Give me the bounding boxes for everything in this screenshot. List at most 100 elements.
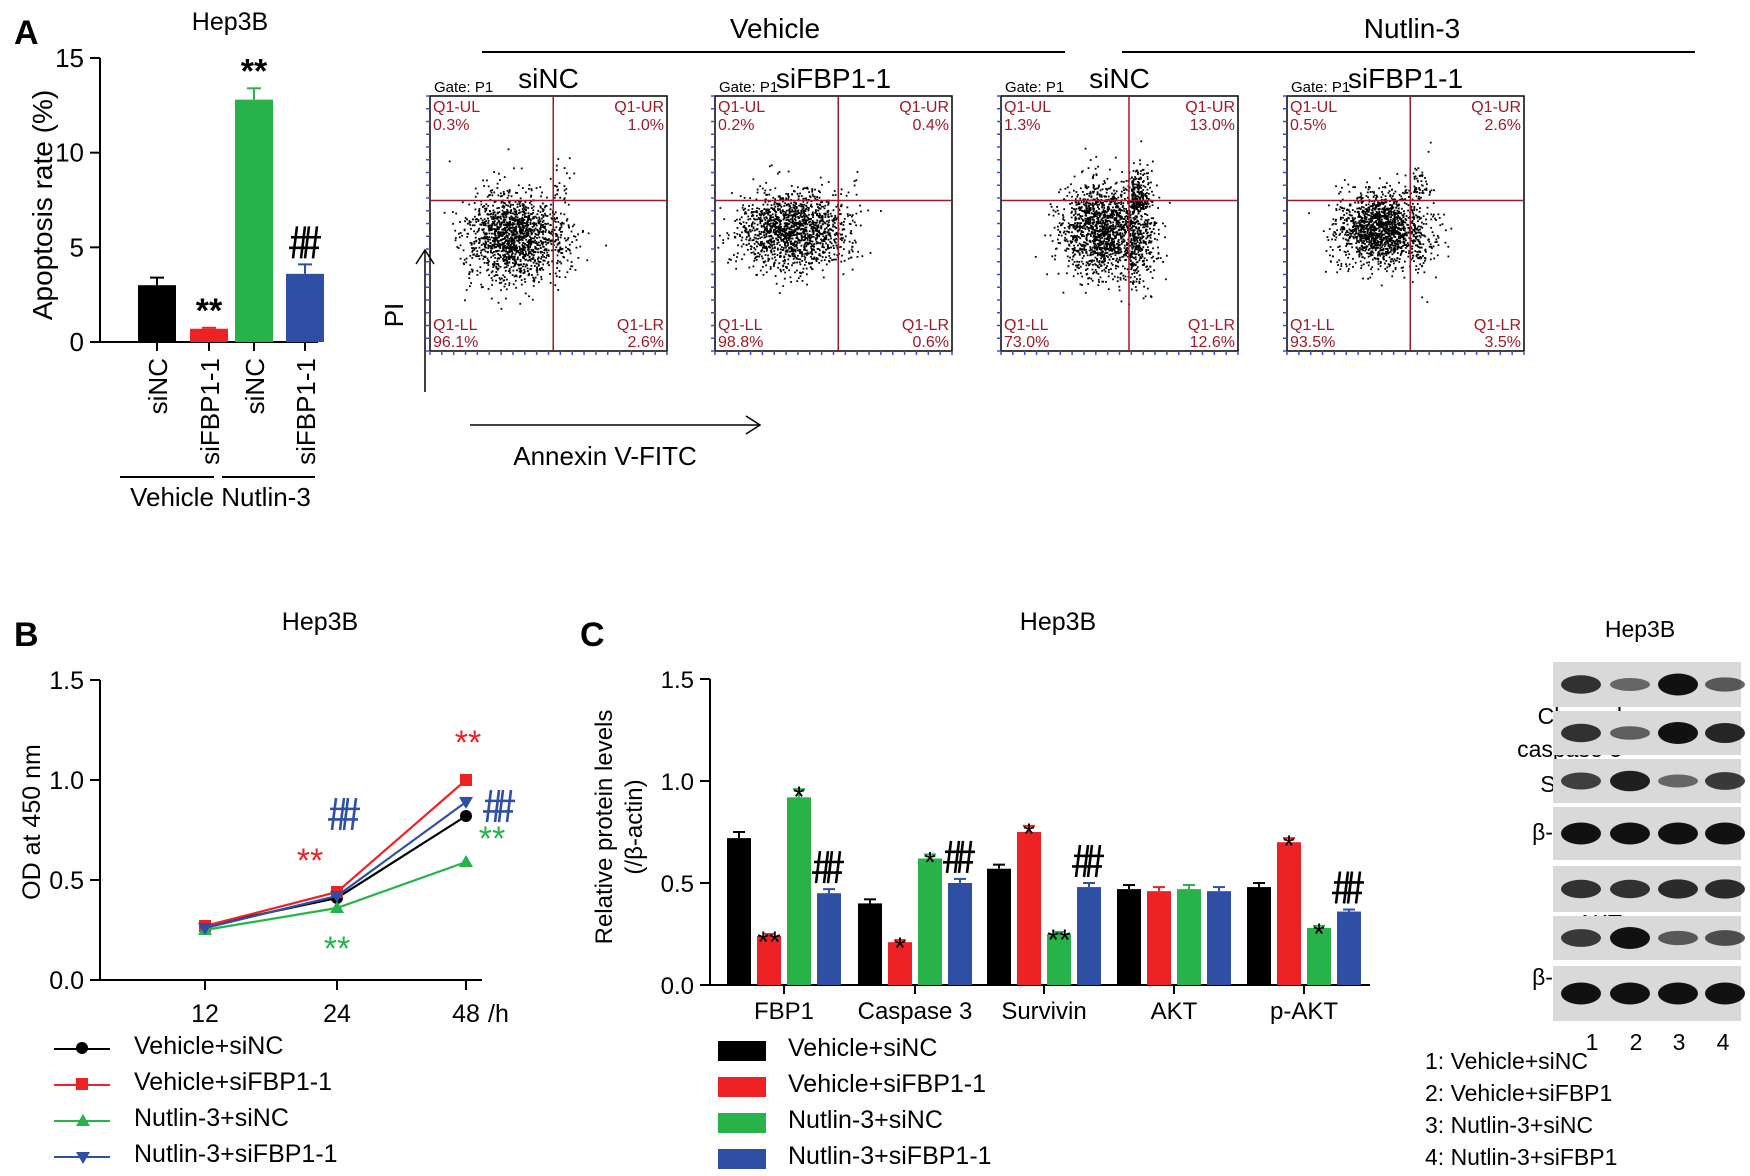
flow-dot	[1093, 228, 1096, 231]
flow-dot	[780, 234, 783, 237]
flow-dot	[533, 279, 536, 282]
flow-dot	[849, 214, 851, 216]
flow-dot	[527, 239, 530, 242]
flow-dot	[490, 215, 492, 218]
flow-dot	[803, 217, 806, 220]
flow-dot	[491, 270, 494, 273]
flow-dot	[1100, 248, 1102, 251]
flow-dot	[503, 242, 506, 245]
flow-dot	[785, 237, 788, 240]
flow-dot	[765, 217, 768, 219]
flow-dot	[532, 256, 535, 259]
flow-dot	[815, 234, 818, 237]
flow-dot	[488, 224, 491, 227]
flow-dot	[1118, 225, 1121, 228]
flow-dot	[738, 222, 741, 225]
flow-dot	[1090, 277, 1093, 280]
flow-dot	[820, 239, 823, 241]
flow-dot	[573, 223, 576, 226]
flow-dot	[1113, 217, 1116, 220]
flow-dot	[823, 207, 826, 210]
flow-dot	[539, 261, 542, 263]
flow-dot	[1091, 221, 1094, 224]
flow-dot	[536, 271, 539, 274]
flow-dot	[495, 279, 497, 282]
flow-dot	[503, 211, 506, 213]
flow-dot	[811, 253, 814, 256]
flow-dot	[506, 240, 508, 242]
flow-dot	[1081, 227, 1084, 230]
flow-dot	[1123, 192, 1126, 195]
flow-dot	[1093, 245, 1096, 247]
flow-dot	[1133, 198, 1136, 200]
flow-dot	[489, 189, 492, 192]
flow-dot	[850, 230, 853, 232]
flow-dot	[487, 222, 490, 224]
flow-dot	[756, 207, 758, 210]
flow-dot	[778, 220, 781, 223]
flow-dot	[753, 247, 756, 249]
flow-dot	[509, 217, 511, 220]
flow-dot	[511, 231, 514, 234]
flow-dot	[803, 228, 806, 231]
flow-dot	[508, 270, 511, 272]
flow-dot	[767, 213, 770, 216]
flow-dot	[823, 236, 826, 239]
flow-dot	[1136, 173, 1139, 176]
flow-dot	[573, 172, 576, 175]
flow-dot	[529, 245, 532, 248]
flow-dot	[1114, 225, 1117, 227]
flow-dot	[792, 257, 795, 260]
flow-dot	[767, 223, 769, 226]
flow-dot	[1125, 215, 1128, 217]
flow-dot	[506, 235, 509, 238]
flow-dot	[1113, 196, 1115, 198]
flow-dot	[765, 222, 767, 225]
flow-dot	[1141, 169, 1144, 171]
flow-dot	[793, 242, 796, 245]
flow-dot	[526, 229, 529, 232]
flow-dot	[569, 249, 571, 252]
flow-dot	[511, 245, 513, 248]
flow-dot	[1089, 263, 1092, 265]
flow-dot	[471, 247, 473, 249]
flow-dot	[1143, 208, 1145, 210]
flow-dot	[539, 227, 542, 229]
flow-dot	[549, 282, 552, 284]
flow-dot	[788, 212, 791, 214]
flow-dot	[484, 210, 487, 213]
flow-dot	[784, 211, 787, 214]
flow-dot	[806, 283, 808, 286]
flow-dot	[525, 224, 527, 227]
flow-dot	[843, 220, 845, 223]
flow-dot	[502, 215, 505, 218]
flow-dot	[1114, 250, 1117, 253]
flow-dot	[487, 264, 490, 267]
flow-dot	[541, 267, 543, 269]
flow-dot	[840, 203, 843, 206]
flow-dot	[816, 203, 819, 206]
flow-dot	[474, 187, 477, 190]
flow-dot	[742, 226, 745, 228]
flow-dot	[791, 237, 794, 240]
flow-dot	[760, 214, 763, 216]
flow-dot	[773, 239, 776, 242]
flow-dot	[523, 213, 526, 215]
flow-dot	[822, 276, 825, 279]
flow-dot	[550, 232, 553, 235]
flow-dot	[554, 184, 556, 187]
flow-dot	[803, 255, 806, 258]
flow-dot	[1134, 193, 1136, 196]
flow-dot	[855, 224, 858, 227]
flow-dot	[833, 219, 835, 222]
flow-dot	[1096, 191, 1099, 194]
flow-dot	[516, 247, 518, 250]
flow-dot	[1123, 254, 1125, 256]
flow-dot	[470, 268, 473, 271]
flow-dot	[1140, 214, 1143, 217]
flow-dot	[1075, 237, 1078, 240]
flow-dot	[503, 176, 506, 179]
flow-dot	[810, 267, 813, 270]
flow-dot	[1088, 212, 1091, 215]
flow-dot	[530, 232, 533, 235]
